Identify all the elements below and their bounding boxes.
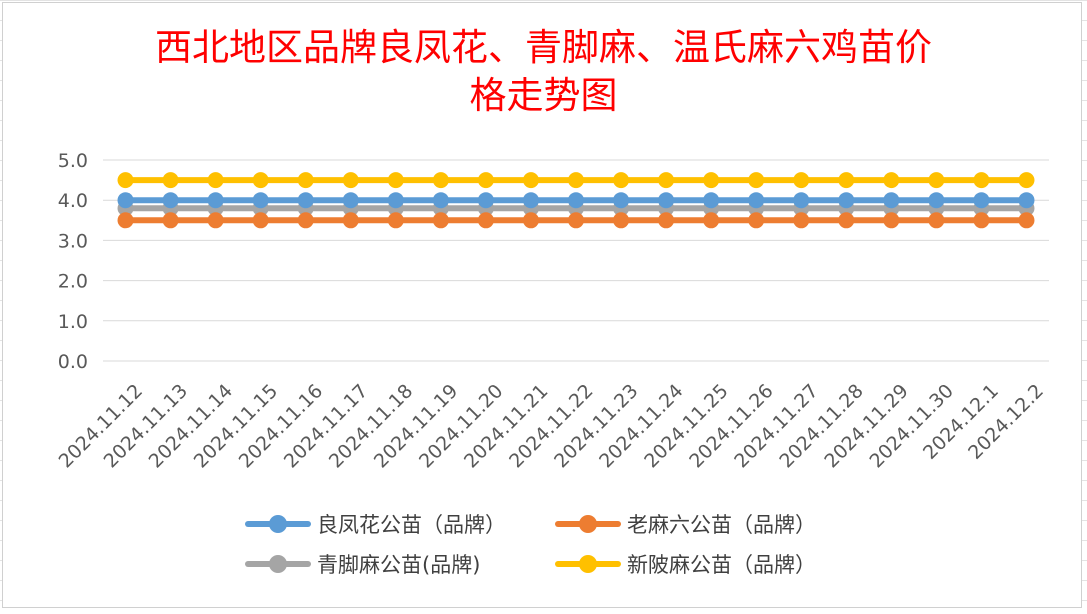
data-point-series-4 — [522, 172, 539, 189]
data-point-series-4 — [883, 172, 900, 189]
data-point-series-2 — [703, 212, 720, 229]
data-point-series-4 — [838, 172, 855, 189]
data-point-series-2 — [342, 212, 359, 229]
data-point-series-4 — [432, 172, 449, 189]
data-point-series-2 — [387, 212, 404, 229]
data-point-series-1 — [838, 192, 855, 209]
data-point-series-1 — [522, 192, 539, 209]
data-point-series-4 — [162, 172, 179, 189]
data-point-series-2 — [973, 212, 990, 229]
legend-item-series-2[interactable]: 老麻六公苗（品牌） — [555, 510, 855, 538]
data-point-series-1 — [252, 192, 269, 209]
legend-item-series-1[interactable]: 良凤花公苗（品牌） — [245, 510, 555, 538]
data-point-series-2 — [793, 212, 810, 229]
y-tick-label: 0.0 — [58, 351, 88, 373]
y-tick-label: 4.0 — [58, 190, 88, 212]
legend-label-series-4: 新陂麻公苗（品牌） — [627, 553, 816, 577]
legend-label-series-1: 良凤花公苗（品牌） — [317, 513, 506, 537]
data-point-series-1 — [793, 192, 810, 209]
data-point-series-4 — [117, 172, 134, 189]
chart-title-line-2: 格走势图 — [469, 74, 618, 117]
chart-title-line-1: 西北地区品牌良凤花、青脚麻、温氏麻六鸡苗价 — [155, 26, 932, 69]
data-point-series-2 — [252, 212, 269, 229]
data-point-series-2 — [658, 212, 675, 229]
data-point-series-4 — [748, 172, 765, 189]
legend-label-series-3: 青脚麻公苗(品牌) — [317, 553, 481, 577]
chart-title: 西北地区品牌良凤花、青脚麻、温氏麻六鸡苗价 格走势图 — [0, 24, 1087, 120]
data-point-series-1 — [117, 192, 134, 209]
data-point-series-2 — [748, 212, 765, 229]
data-point-series-2 — [477, 212, 494, 229]
legend-item-series-4[interactable]: 新陂麻公苗（品牌） — [555, 550, 855, 578]
legend-marker-series-1 — [245, 510, 311, 538]
y-tick-label: 5.0 — [58, 150, 88, 172]
data-point-series-4 — [252, 172, 269, 189]
legend-marker-series-2 — [555, 510, 621, 538]
data-point-series-1 — [658, 192, 675, 209]
data-point-series-1 — [973, 192, 990, 209]
data-point-series-1 — [613, 192, 630, 209]
y-tick-label: 3.0 — [58, 230, 88, 252]
data-point-series-1 — [748, 192, 765, 209]
data-point-series-4 — [928, 172, 945, 189]
legend-label-series-2: 老麻六公苗（品牌） — [627, 513, 816, 537]
y-tick-label: 1.0 — [58, 311, 88, 333]
data-point-series-2 — [928, 212, 945, 229]
data-point-series-4 — [658, 172, 675, 189]
data-point-series-4 — [477, 172, 494, 189]
data-point-series-4 — [387, 172, 404, 189]
data-point-series-2 — [613, 212, 630, 229]
data-point-series-4 — [703, 172, 720, 189]
data-point-series-2 — [297, 212, 314, 229]
data-point-series-2 — [207, 212, 224, 229]
data-point-series-1 — [342, 192, 359, 209]
legend: 良凤花公苗（品牌） 老麻六公苗（品牌） 青脚麻公苗(品牌) 新陂麻公苗（品牌） — [245, 510, 865, 578]
data-point-series-4 — [297, 172, 314, 189]
data-point-series-2 — [568, 212, 584, 229]
data-point-series-4 — [613, 172, 630, 189]
data-point-series-1 — [568, 192, 584, 209]
data-point-series-1 — [883, 192, 900, 209]
data-point-series-4 — [973, 172, 990, 189]
legend-marker-series-3 — [245, 550, 311, 578]
data-point-series-4 — [793, 172, 810, 189]
data-point-series-2 — [1018, 212, 1035, 229]
data-point-series-1 — [477, 192, 494, 209]
data-point-series-4 — [207, 172, 224, 189]
data-point-series-2 — [432, 212, 449, 229]
data-point-series-4 — [568, 172, 584, 189]
data-point-series-1 — [297, 192, 314, 209]
y-tick-label: 2.0 — [58, 271, 88, 293]
data-point-series-1 — [387, 192, 404, 209]
data-point-series-2 — [162, 212, 179, 229]
data-point-series-2 — [117, 212, 134, 229]
data-point-series-1 — [432, 192, 449, 209]
data-point-series-1 — [207, 192, 224, 209]
legend-item-series-3[interactable]: 青脚麻公苗(品牌) — [245, 550, 555, 578]
data-point-series-1 — [703, 192, 720, 209]
data-point-series-1 — [928, 192, 945, 209]
data-point-series-4 — [342, 172, 359, 189]
data-point-series-2 — [838, 212, 855, 229]
data-point-series-4 — [1018, 172, 1035, 189]
data-point-series-1 — [162, 192, 179, 209]
data-point-series-2 — [522, 212, 539, 229]
data-point-series-2 — [883, 212, 900, 229]
data-point-series-1 — [1018, 192, 1035, 209]
legend-marker-series-4 — [555, 550, 621, 578]
